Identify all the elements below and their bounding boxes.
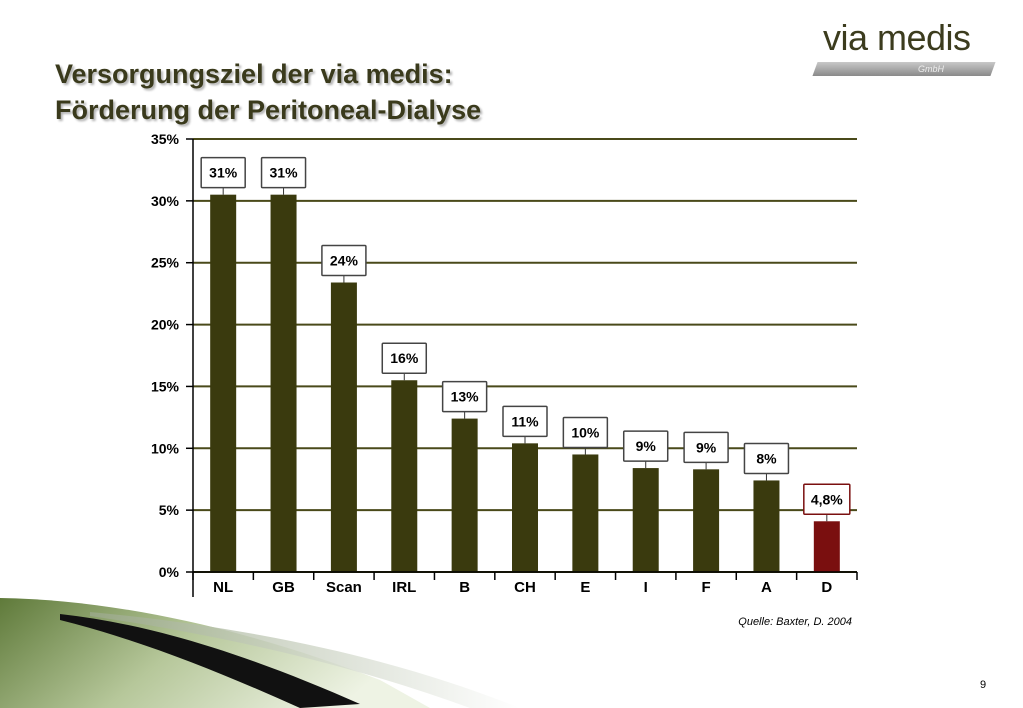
bar xyxy=(632,468,659,572)
data-label-box xyxy=(803,483,851,516)
data-label: 8% xyxy=(756,450,777,466)
data-label: 16% xyxy=(390,350,419,366)
x-category-label: NL xyxy=(213,579,233,596)
data-label: 13% xyxy=(451,389,480,405)
bar xyxy=(270,194,297,572)
data-label-box xyxy=(562,416,609,449)
bar xyxy=(512,443,538,572)
data-label: 9% xyxy=(636,438,657,454)
logo-gmbh: GmbH xyxy=(918,64,945,74)
data-label-box xyxy=(260,156,307,189)
y-tick-label: 0% xyxy=(159,564,180,580)
bar xyxy=(391,380,418,572)
bar xyxy=(753,480,780,572)
data-label-box xyxy=(441,380,488,413)
x-category-label: Scan xyxy=(326,579,362,596)
bar xyxy=(330,282,357,572)
data-label: 24% xyxy=(330,253,359,269)
y-tick-label: 5% xyxy=(159,502,180,518)
data-label-box xyxy=(622,430,669,462)
data-label: 10% xyxy=(571,424,600,440)
data-label-box xyxy=(683,431,729,464)
source-note: Quelle: Baxter, D. 2004 xyxy=(738,616,852,628)
page-number: 9 xyxy=(980,679,987,691)
data-label: 31% xyxy=(270,165,299,181)
x-category-label: E xyxy=(580,579,590,596)
x-category-label: GB xyxy=(272,579,295,596)
data-label-box xyxy=(200,156,246,189)
slide-title-line-2: Förderung der Peritoneal-Dialyse xyxy=(55,95,482,125)
x-category-label: A xyxy=(761,579,772,596)
x-category-label: F xyxy=(702,579,711,596)
swoosh-light-band xyxy=(90,612,520,708)
data-label-box xyxy=(381,342,428,374)
y-tick-label: 10% xyxy=(151,440,180,456)
data-label: 11% xyxy=(511,413,539,429)
swoosh-black-band xyxy=(60,614,360,708)
bar xyxy=(693,469,720,572)
bar xyxy=(451,418,478,572)
data-label-box xyxy=(321,244,367,277)
y-tick-label: 30% xyxy=(151,193,180,209)
x-category-label: IRL xyxy=(392,579,416,596)
data-label-box xyxy=(502,405,548,438)
y-tick-label: 15% xyxy=(151,378,180,394)
data-label: 9% xyxy=(696,439,717,455)
bar xyxy=(813,521,840,572)
label-layer: 31% 31% 24% 16% 13% 11% 10% 9% 9% 8% 4,8% xyxy=(200,156,851,522)
data-label: 4,8% xyxy=(811,491,843,507)
y-tick-label: 35% xyxy=(151,131,180,147)
data-label: 31% xyxy=(209,165,238,181)
data-label-box xyxy=(743,442,790,475)
y-tick-label: 25% xyxy=(151,255,180,271)
bar xyxy=(210,194,237,572)
axis-layer: 0% 5% 10% 15% 20% 25% 30% 35% NL GB Scan IRL B CH E I F A… xyxy=(151,131,858,597)
bar-layer xyxy=(210,194,840,572)
company-logo: via medis GmbH xyxy=(812,17,996,76)
x-category-label: D xyxy=(821,579,832,596)
slide-title-line-1: Versorgungsziel der via medis: xyxy=(55,59,453,89)
y-tick-label: 20% xyxy=(151,317,180,333)
x-category-label: I xyxy=(644,579,648,596)
x-category-label: B xyxy=(459,579,470,596)
bar xyxy=(572,454,599,572)
x-category-label: CH xyxy=(514,579,536,596)
logo-text: via medis xyxy=(823,17,971,58)
slide-title: Versorgungsziel der via medis: Förderung… xyxy=(55,56,481,128)
